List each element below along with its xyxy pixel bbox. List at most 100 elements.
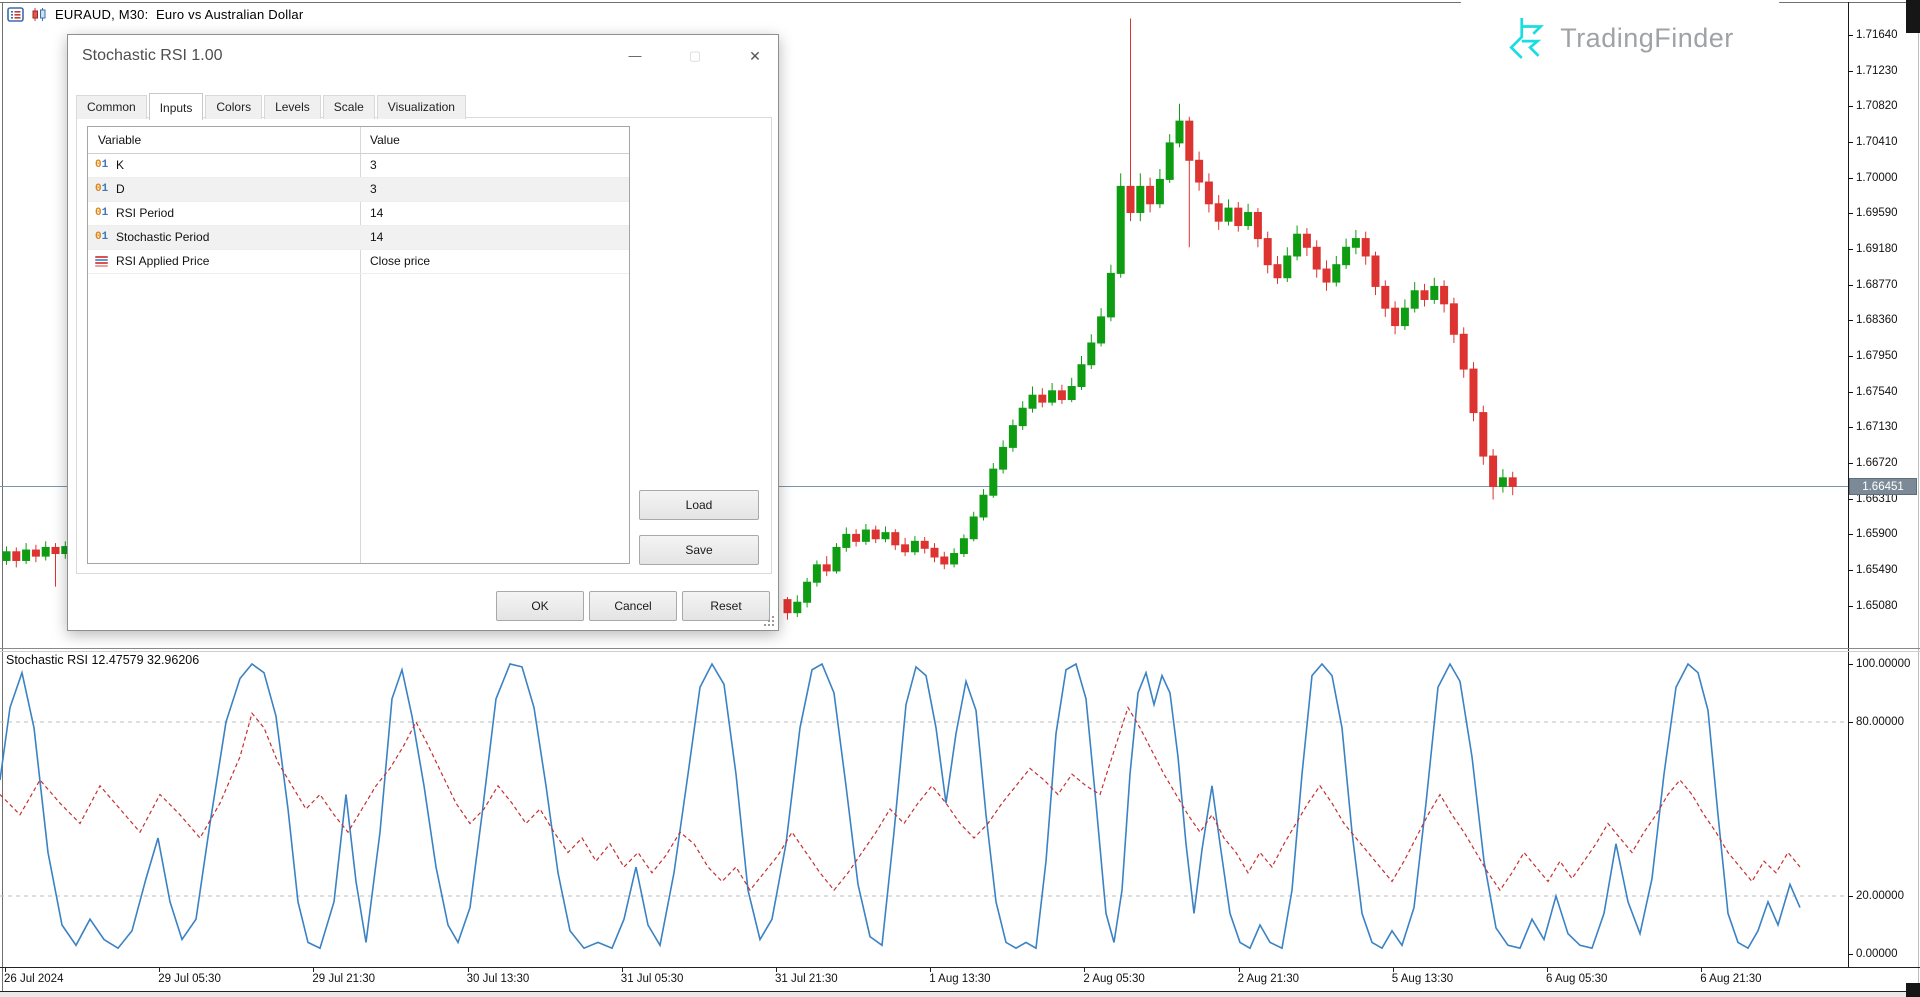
- time-axis-tick: [1084, 967, 1086, 972]
- ok-button[interactable]: OK: [496, 591, 584, 621]
- tab-scale[interactable]: Scale: [322, 95, 375, 119]
- candle-up: [1116, 185, 1125, 274]
- candle-down: [1302, 233, 1311, 248]
- indicator-axis-tick: [1848, 722, 1853, 723]
- stochastic-rsi-pane[interactable]: [0, 648, 1920, 997]
- time-axis-tick: [1392, 967, 1394, 972]
- indicator-axis-tick: [1848, 896, 1853, 897]
- integer-input-icon: 01: [95, 183, 109, 195]
- candle-up: [2, 551, 11, 561]
- candle-up: [1067, 385, 1076, 401]
- param-value[interactable]: 3: [370, 182, 377, 196]
- candle-up: [1165, 142, 1174, 180]
- price-axis-label: 1.68360: [1856, 314, 1898, 327]
- param-name: D: [116, 182, 125, 196]
- table-row[interactable]: 01 D 3: [88, 178, 629, 202]
- candle-up: [1008, 425, 1017, 448]
- price-axis-label: 1.67540: [1856, 385, 1898, 398]
- table-column-divider: [360, 127, 361, 563]
- candle-up: [1077, 364, 1086, 387]
- time-axis-label: 29 Jul 05:30: [158, 973, 221, 985]
- param-value[interactable]: 14: [370, 230, 384, 244]
- tab-common[interactable]: Common: [76, 95, 147, 119]
- price-axis-label: 1.66720: [1856, 457, 1898, 470]
- time-axis-label: 2 Aug 21:30: [1237, 973, 1299, 985]
- table-row[interactable]: 01 K 3: [88, 154, 629, 178]
- candle-down: [1263, 238, 1272, 266]
- candle-down: [1322, 268, 1331, 283]
- close-icon[interactable]: ✕: [749, 48, 761, 64]
- price-axis-tick: [1848, 498, 1853, 500]
- candle-up: [1155, 178, 1164, 205]
- tab-levels[interactable]: Levels: [264, 95, 321, 119]
- candle-down: [783, 599, 792, 614]
- candle-up: [1244, 211, 1253, 227]
- param-name: Stochastic Period: [116, 230, 210, 244]
- column-header-value: Value: [370, 133, 400, 147]
- candle-down: [891, 532, 900, 546]
- save-button[interactable]: Save: [639, 535, 759, 565]
- candle-down: [51, 546, 60, 555]
- candle-down: [1479, 412, 1488, 457]
- dialog-title: Stochastic RSI 1.00: [82, 47, 223, 64]
- price-axis-tick: [1848, 570, 1853, 572]
- time-axis-tick: [621, 967, 623, 972]
- price-axis-tick: [1848, 142, 1853, 143]
- candle-down: [31, 549, 40, 557]
- time-axis-label: 6 Aug 21:30: [1700, 973, 1762, 985]
- candle-down: [1038, 394, 1047, 403]
- candle-down: [1449, 303, 1458, 335]
- tab-inputs[interactable]: Inputs: [148, 93, 204, 120]
- indicator-axis-label: 80.00000: [1856, 716, 1904, 728]
- candle-down: [1146, 185, 1155, 205]
- time-axis-tick: [1701, 967, 1703, 972]
- resize-grip[interactable]: [764, 616, 774, 626]
- time-axis-label: 6 Aug 05:30: [1546, 973, 1608, 985]
- candle-up: [1028, 394, 1037, 409]
- price-axis-tick: [1848, 320, 1853, 322]
- chart-frame-left: [2, 2, 3, 991]
- param-name: K: [116, 158, 125, 172]
- pane-separator[interactable]: [0, 648, 1920, 649]
- chart-frame-top: [0, 2, 1920, 3]
- candle-down: [920, 540, 929, 549]
- maximize-icon: ▢: [688, 48, 702, 63]
- candle-up: [1400, 307, 1409, 327]
- candle-down: [1195, 159, 1204, 183]
- candle-down: [1234, 207, 1243, 227]
- current-price-tag: 1.66451: [1849, 478, 1917, 496]
- load-button[interactable]: Load: [639, 490, 759, 520]
- candle-up: [881, 532, 890, 540]
- chart-window-icon[interactable]: [31, 7, 48, 22]
- indicator-axis-label: 0.00000: [1856, 948, 1898, 960]
- param-value[interactable]: Close price: [370, 254, 431, 268]
- cancel-button[interactable]: Cancel: [589, 591, 677, 621]
- price-axis-tick: [1848, 106, 1853, 108]
- candle-down: [1361, 238, 1370, 257]
- minimize-icon[interactable]: —: [628, 48, 642, 63]
- time-axis-label: 5 Aug 13:30: [1391, 973, 1454, 985]
- candle-up: [832, 546, 841, 572]
- price-axis-tick: [1848, 177, 1853, 179]
- time-axis-tick: [776, 967, 777, 972]
- candle-up: [999, 446, 1008, 470]
- table-row[interactable]: RSI Applied Price Close price: [88, 250, 629, 274]
- journal-icon[interactable]: [7, 7, 24, 22]
- tab-visualization[interactable]: Visualization: [376, 95, 466, 119]
- candle-down: [1381, 285, 1390, 309]
- time-axis-tick: [159, 967, 161, 972]
- candle-up: [1175, 120, 1184, 144]
- price-axis-tick: [1848, 605, 1853, 607]
- param-value[interactable]: 3: [370, 158, 377, 172]
- price-axis-label: 1.68770: [1856, 278, 1898, 291]
- tab-colors[interactable]: Colors: [205, 95, 263, 119]
- candle-down: [1204, 181, 1213, 205]
- reset-button[interactable]: Reset: [682, 591, 770, 621]
- candle-down: [1440, 285, 1449, 305]
- param-value[interactable]: 14: [370, 206, 384, 220]
- candle-down: [930, 547, 939, 558]
- price-chart[interactable]: [0, 0, 1920, 648]
- table-row[interactable]: 01 Stochastic Period 14: [88, 226, 629, 250]
- table-row[interactable]: 01 RSI Period 14: [88, 202, 629, 226]
- candle-down: [1214, 203, 1223, 222]
